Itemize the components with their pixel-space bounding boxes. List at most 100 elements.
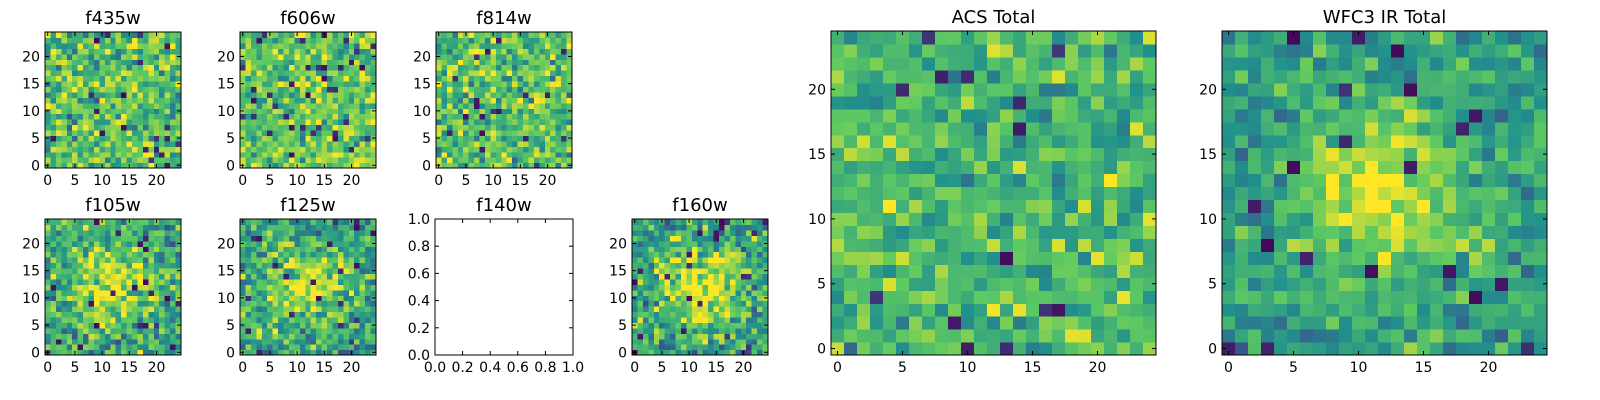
heatmap-cell: [370, 70, 377, 77]
heatmap-cell: [288, 240, 295, 247]
heatmap-cell: [45, 246, 52, 253]
heatmap-cell: [555, 135, 562, 142]
heatmap-cell: [831, 186, 845, 201]
heatmap-cell: [974, 95, 988, 110]
heatmap-cell: [495, 129, 502, 136]
heatmap-cell: [261, 235, 268, 242]
heatmap-cell: [121, 240, 128, 247]
heatmap-cell: [343, 289, 350, 296]
heatmap-cell: [670, 251, 677, 258]
heatmap-cell: [495, 157, 502, 164]
heatmap-cell: [354, 70, 361, 77]
heatmap-cell: [316, 140, 323, 147]
heatmap-cell: [1026, 147, 1040, 162]
heatmap-cell: [250, 70, 257, 77]
heatmap-cell: [370, 157, 377, 164]
x-tick-label: 5: [70, 173, 79, 189]
heatmap-cell: [148, 32, 155, 39]
heatmap-cell: [909, 212, 923, 226]
heatmap-cell: [1326, 238, 1340, 252]
heatmap-cell: [490, 48, 497, 55]
heatmap-cell: [670, 284, 677, 291]
heatmap-cell: [250, 219, 257, 226]
heatmap-cell: [294, 267, 301, 274]
heatmap-cell: [164, 267, 171, 274]
x-tick-label: 0: [630, 360, 639, 376]
heatmap-cell: [104, 246, 111, 253]
heatmap-cell: [104, 289, 111, 296]
heatmap-cell: [961, 56, 975, 71]
heatmap-cell: [354, 97, 361, 104]
heatmap-cell: [72, 306, 79, 313]
heatmap-cell: [294, 262, 301, 269]
heatmap-cell: [88, 327, 95, 334]
heatmap-cell: [104, 273, 111, 280]
heatmap-cell: [153, 262, 160, 269]
heatmap-cell: [533, 135, 540, 142]
x-tick-label: 0.4: [479, 360, 501, 376]
heatmap-cell: [935, 277, 949, 291]
heatmap-cell: [159, 246, 166, 253]
heatmap-cell: [153, 257, 160, 264]
heatmap-cell: [1039, 31, 1053, 45]
heatmap-cell: [1052, 173, 1066, 188]
heatmap-cell: [77, 80, 84, 87]
heatmap-cell: [870, 212, 884, 226]
heatmap-cell: [110, 267, 117, 274]
heatmap-cell: [746, 295, 753, 302]
heatmap-cell: [1508, 329, 1522, 343]
heatmap-cell: [544, 108, 551, 115]
heatmap-cell: [1130, 225, 1144, 239]
heatmap-cell: [66, 289, 73, 296]
heatmap-cell: [857, 160, 871, 175]
heatmap-cell: [104, 162, 111, 169]
heatmap-cell: [110, 289, 117, 296]
heatmap-cell: [175, 140, 182, 147]
heatmap-cell: [55, 289, 62, 296]
heatmap-cell: [370, 42, 377, 49]
heatmap-cell: [283, 59, 290, 66]
heatmap-cell: [1430, 199, 1444, 214]
heatmap-cell: [1065, 134, 1079, 149]
heatmap-cell: [99, 97, 106, 104]
heatmap-cell: [1235, 277, 1249, 291]
heatmap-cell: [495, 108, 502, 115]
heatmap-cell: [974, 82, 988, 97]
heatmap-cell: [702, 240, 709, 247]
heatmap-cell: [857, 82, 871, 97]
heatmap-cell: [1469, 199, 1483, 214]
heatmap-cell: [746, 289, 753, 296]
heatmap-cell: [506, 97, 513, 104]
heatmap-cell: [506, 129, 513, 136]
heatmap-cell: [305, 273, 312, 280]
heatmap-cell: [245, 240, 252, 247]
heatmap-cell: [83, 129, 90, 136]
heatmap-cell: [883, 160, 897, 175]
heatmap-cell: [457, 129, 464, 136]
heatmap-cell: [675, 251, 682, 258]
heatmap-cell: [1000, 277, 1014, 291]
heatmap-cell: [653, 284, 660, 291]
heatmap-cell: [240, 284, 247, 291]
heatmap-cell: [680, 284, 687, 291]
heatmap-cell: [680, 235, 687, 242]
heatmap-cell: [1104, 186, 1118, 201]
heatmap-cell: [240, 251, 247, 258]
heatmap-cell: [299, 251, 306, 258]
heatmap-cell: [321, 333, 328, 340]
heatmap-cell: [1091, 134, 1105, 149]
heatmap-cell: [697, 262, 704, 269]
heatmap-cell: [348, 129, 355, 136]
heatmap-cell: [1013, 147, 1027, 162]
heatmap-cell: [61, 229, 68, 236]
heatmap-cell: [1039, 186, 1053, 201]
heatmap-cell: [245, 108, 252, 115]
heatmap-cell: [137, 344, 144, 351]
heatmap-cell: [365, 91, 372, 98]
heatmap-cell: [664, 300, 671, 307]
heatmap-cell: [137, 157, 144, 164]
heatmap-cell: [550, 64, 557, 71]
heatmap-cell: [1222, 316, 1236, 330]
heatmap-cell: [93, 289, 100, 296]
heatmap-cell: [457, 80, 464, 87]
